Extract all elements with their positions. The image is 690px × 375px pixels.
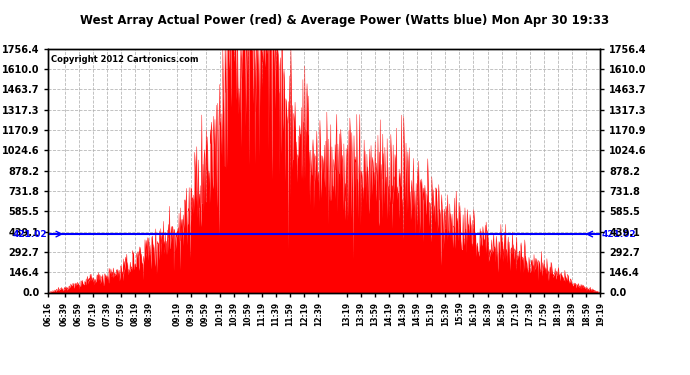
Text: Copyright 2012 Cartronics.com: Copyright 2012 Cartronics.com <box>51 55 199 64</box>
Text: 421.02: 421.02 <box>602 230 636 238</box>
Text: 421.02: 421.02 <box>12 230 47 238</box>
Text: West Array Actual Power (red) & Average Power (Watts blue) Mon Apr 30 19:33: West Array Actual Power (red) & Average … <box>81 14 609 27</box>
